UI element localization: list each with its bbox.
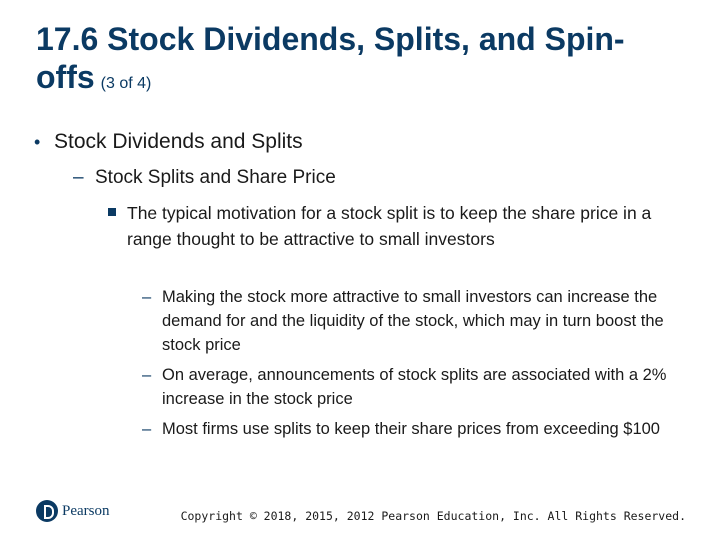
pearson-logo-icon bbox=[36, 500, 58, 522]
bullet-level3-text: The typical motivation for a stock split… bbox=[127, 203, 652, 249]
bullet-level3: The typical motivation for a stock split… bbox=[108, 200, 668, 252]
dash-icon: – bbox=[73, 167, 84, 188]
bullet-dot-icon: • bbox=[34, 132, 41, 152]
slide-title: 17.6 Stock Dividends, Splits, and Spin-o… bbox=[36, 20, 696, 103]
bullet-level4-item: – Making the stock more attractive to sm… bbox=[142, 285, 692, 357]
bullet-level1: • Stock Dividends and Splits bbox=[34, 130, 303, 154]
bullet-level4-item: – On average, announcements of stock spl… bbox=[142, 363, 692, 411]
pearson-logo: Pearson bbox=[36, 500, 110, 522]
copyright-notice: Copyright © 2018, 2015, 2012 Pearson Edu… bbox=[180, 509, 686, 523]
dash-icon: – bbox=[142, 366, 152, 384]
bullet-level4-text: Most firms use splits to keep their shar… bbox=[162, 420, 660, 438]
slide-title-text: 17.6 Stock Dividends, Splits, and Spin-o… bbox=[36, 21, 625, 95]
dash-icon: – bbox=[142, 288, 152, 306]
bullet-level2: – Stock Splits and Share Price bbox=[73, 167, 336, 189]
bullet-level1-text: Stock Dividends and Splits bbox=[54, 130, 303, 153]
square-bullet-icon bbox=[108, 208, 116, 216]
bullet-level2-text: Stock Splits and Share Price bbox=[95, 167, 336, 188]
bullet-level4-item: – Most firms use splits to keep their sh… bbox=[142, 417, 692, 441]
slide-title-suffix: (3 of 4) bbox=[100, 75, 152, 92]
dash-icon: – bbox=[142, 420, 152, 438]
bullet-level4-text: Making the stock more attractive to smal… bbox=[162, 288, 664, 354]
pearson-logo-text: Pearson bbox=[62, 502, 110, 519]
bullet-level4-text: On average, announcements of stock split… bbox=[162, 366, 667, 408]
